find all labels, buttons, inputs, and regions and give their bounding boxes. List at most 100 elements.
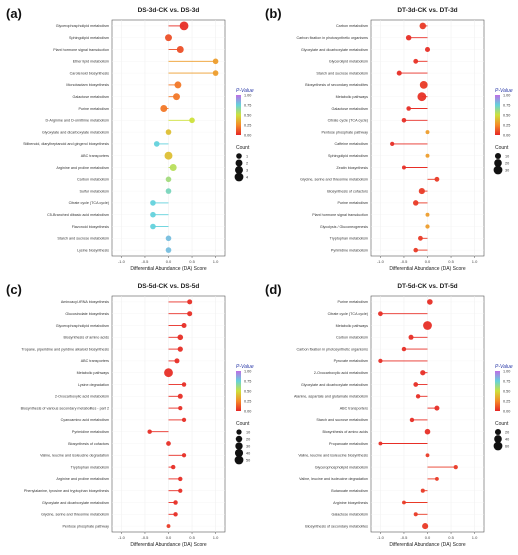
count-legend-dot [235, 159, 243, 167]
count-legend-label: 10 [505, 154, 509, 158]
y-tick-label: Carbon metabolism [77, 178, 109, 182]
y-tick-label: Sphingolipid metabolism [328, 154, 368, 158]
y-tick-label: Alanine, aspartate and glutamate metabol… [294, 395, 368, 399]
pvalue-tick-label: 0.50 [244, 389, 251, 393]
y-tick-label: Purine metabolism [78, 107, 109, 111]
data-point [406, 106, 411, 111]
count-legend-label: 20 [246, 437, 250, 441]
y-tick-label: Metabolic pathways [77, 371, 110, 375]
y-tick-label: Ether lipid metabolism [73, 60, 109, 64]
x-tick-label: 1.0 [213, 535, 219, 540]
data-point [174, 358, 180, 364]
y-tick-label: Biosynthesis of various secondary metabo… [21, 406, 109, 410]
y-tick-label: Caffeine metabolism [334, 142, 368, 146]
data-point [178, 476, 183, 482]
y-tick-label: Lysine biosynthesis [77, 248, 109, 252]
data-point [166, 441, 171, 446]
pvalue-tick-label: 0.75 [503, 103, 510, 107]
data-point [425, 153, 430, 158]
y-tick-label: Glyoxylate and dicarboxylate metabolism [301, 383, 368, 387]
count-legend-dot [235, 166, 243, 174]
y-tick-label: Carbon metabolism [336, 336, 368, 340]
y-tick-label: Pyrimidine metabolism [72, 430, 109, 434]
panel-1: (a) DS-3d-CK vs. DS-3d -1.0 -0.5 0.0 0.5 1.0 Di… [6, 6, 254, 272]
data-point [423, 321, 432, 330]
x-tick-label: 0.0 [425, 259, 431, 264]
y-tick-label: Metabolic pathways [336, 95, 369, 99]
count-legend-label: 40 [505, 437, 509, 441]
count-legend-label: 10 [246, 430, 250, 434]
data-point [434, 405, 440, 411]
data-point [181, 417, 187, 423]
y-tick-label: Starch and sucrose metabolism [316, 71, 368, 75]
data-point [170, 464, 176, 470]
y-tick-label: ABC transporters [81, 154, 109, 158]
y-tick-label: Valine, leucine and isoleucine degradati… [299, 477, 368, 481]
data-point [176, 46, 184, 53]
data-point [181, 322, 187, 329]
y-tick-label: Galactose metabolism [73, 95, 109, 99]
y-tick-label: Metabolic pathways [336, 324, 369, 328]
pvalue-tick-label: 0.25 [503, 399, 510, 403]
x-tick-label: 1.0 [213, 259, 219, 264]
data-point [187, 299, 193, 305]
y-tick-label: Pyrimidine metabolism [331, 248, 368, 252]
y-tick-label: Plant hormone signal transduction [312, 213, 368, 217]
legend-count-title: Count [495, 421, 509, 427]
y-tick-label: Carbon metabolism [336, 24, 368, 28]
data-point [417, 92, 427, 102]
y-tick-label: Valine, leucine and isoleucine degradati… [40, 454, 109, 458]
y-tick-label: Plant hormone signal transduction [53, 48, 109, 52]
data-point [165, 34, 172, 42]
legend-count-title: Count [495, 145, 509, 151]
data-point [165, 176, 172, 183]
data-point [181, 453, 187, 458]
panel-3: (c) DS-5d-CK vs. DS-5d -1.0 -0.5 0.0 0.5 1.0 Di… [6, 282, 254, 548]
y-tick-label: Arginine and proline metabolism [56, 166, 109, 170]
y-tick-label: Biosynthesis of secondary metabolites [305, 524, 368, 528]
x-axis-label: Differential Abundance (DA) Score [130, 266, 207, 272]
pvalue-tick-label: 0.25 [503, 123, 510, 127]
panel-title: DS-3d-CK vs. DS-3d [138, 7, 200, 14]
panel-title: DS-5d-CK vs. DS-5d [138, 283, 200, 290]
data-point [173, 512, 178, 517]
y-tick-label: Tropane, piperidine and pyridine alkaloi… [21, 347, 109, 351]
pvalue-tick-label: 0.00 [244, 409, 251, 413]
y-tick-label: Glyoxylate and dicarboxylate metabolism [42, 130, 109, 134]
data-point [378, 441, 383, 446]
x-tick-label: -1.0 [118, 535, 126, 540]
y-tick-label: 2-Oxocarboxylic acid metabolism [55, 395, 109, 399]
y-tick-label: Galactose metabolism [332, 107, 368, 111]
pvalue-tick-label: 0.50 [244, 113, 251, 117]
data-point [181, 382, 187, 387]
x-tick-label: -0.5 [401, 535, 409, 540]
panel-title: DT-5d-CK vs. DT-5d [397, 283, 457, 290]
data-point [173, 500, 178, 505]
legend-pvalue-title: P-Value [236, 364, 254, 370]
pvalue-tick-label: 0.00 [244, 133, 251, 137]
y-tick-label: Glycerophospholipid metabolism [56, 324, 109, 328]
data-point [401, 118, 407, 123]
panel-label: (d) [265, 282, 282, 297]
y-tick-label: Glycerolipid metabolism [329, 60, 368, 64]
x-tick-label: 1.0 [472, 259, 478, 264]
data-point [165, 247, 172, 253]
y-tick-label: Arginine biosynthesis [333, 501, 368, 505]
y-tick-label: Biosynthesis of cofactors [68, 442, 109, 446]
y-tick-label: ABC transporters [81, 359, 109, 363]
y-tick-label: Valine, leucine and isoleucine biosynthe… [298, 454, 368, 458]
count-legend-label: 40 [246, 451, 250, 455]
legend-count-title: Count [236, 421, 250, 427]
data-point [165, 129, 172, 135]
count-legend-label: 60 [505, 444, 509, 448]
y-tick-label: Biosynthesis of cofactors [327, 189, 368, 193]
pvalue-tick-label: 0.25 [244, 123, 251, 127]
pvalue-tick-label: 1.00 [503, 93, 510, 97]
y-tick-label: C5-Branched dibasic acid metabolism [47, 213, 109, 217]
data-point [413, 382, 419, 387]
y-tick-label: Biosynthesis of amino acids [63, 336, 109, 340]
count-legend-label: 20 [505, 430, 509, 434]
y-tick-label: Citrate cycle (TCA cycle) [328, 119, 368, 123]
data-point [177, 346, 183, 352]
